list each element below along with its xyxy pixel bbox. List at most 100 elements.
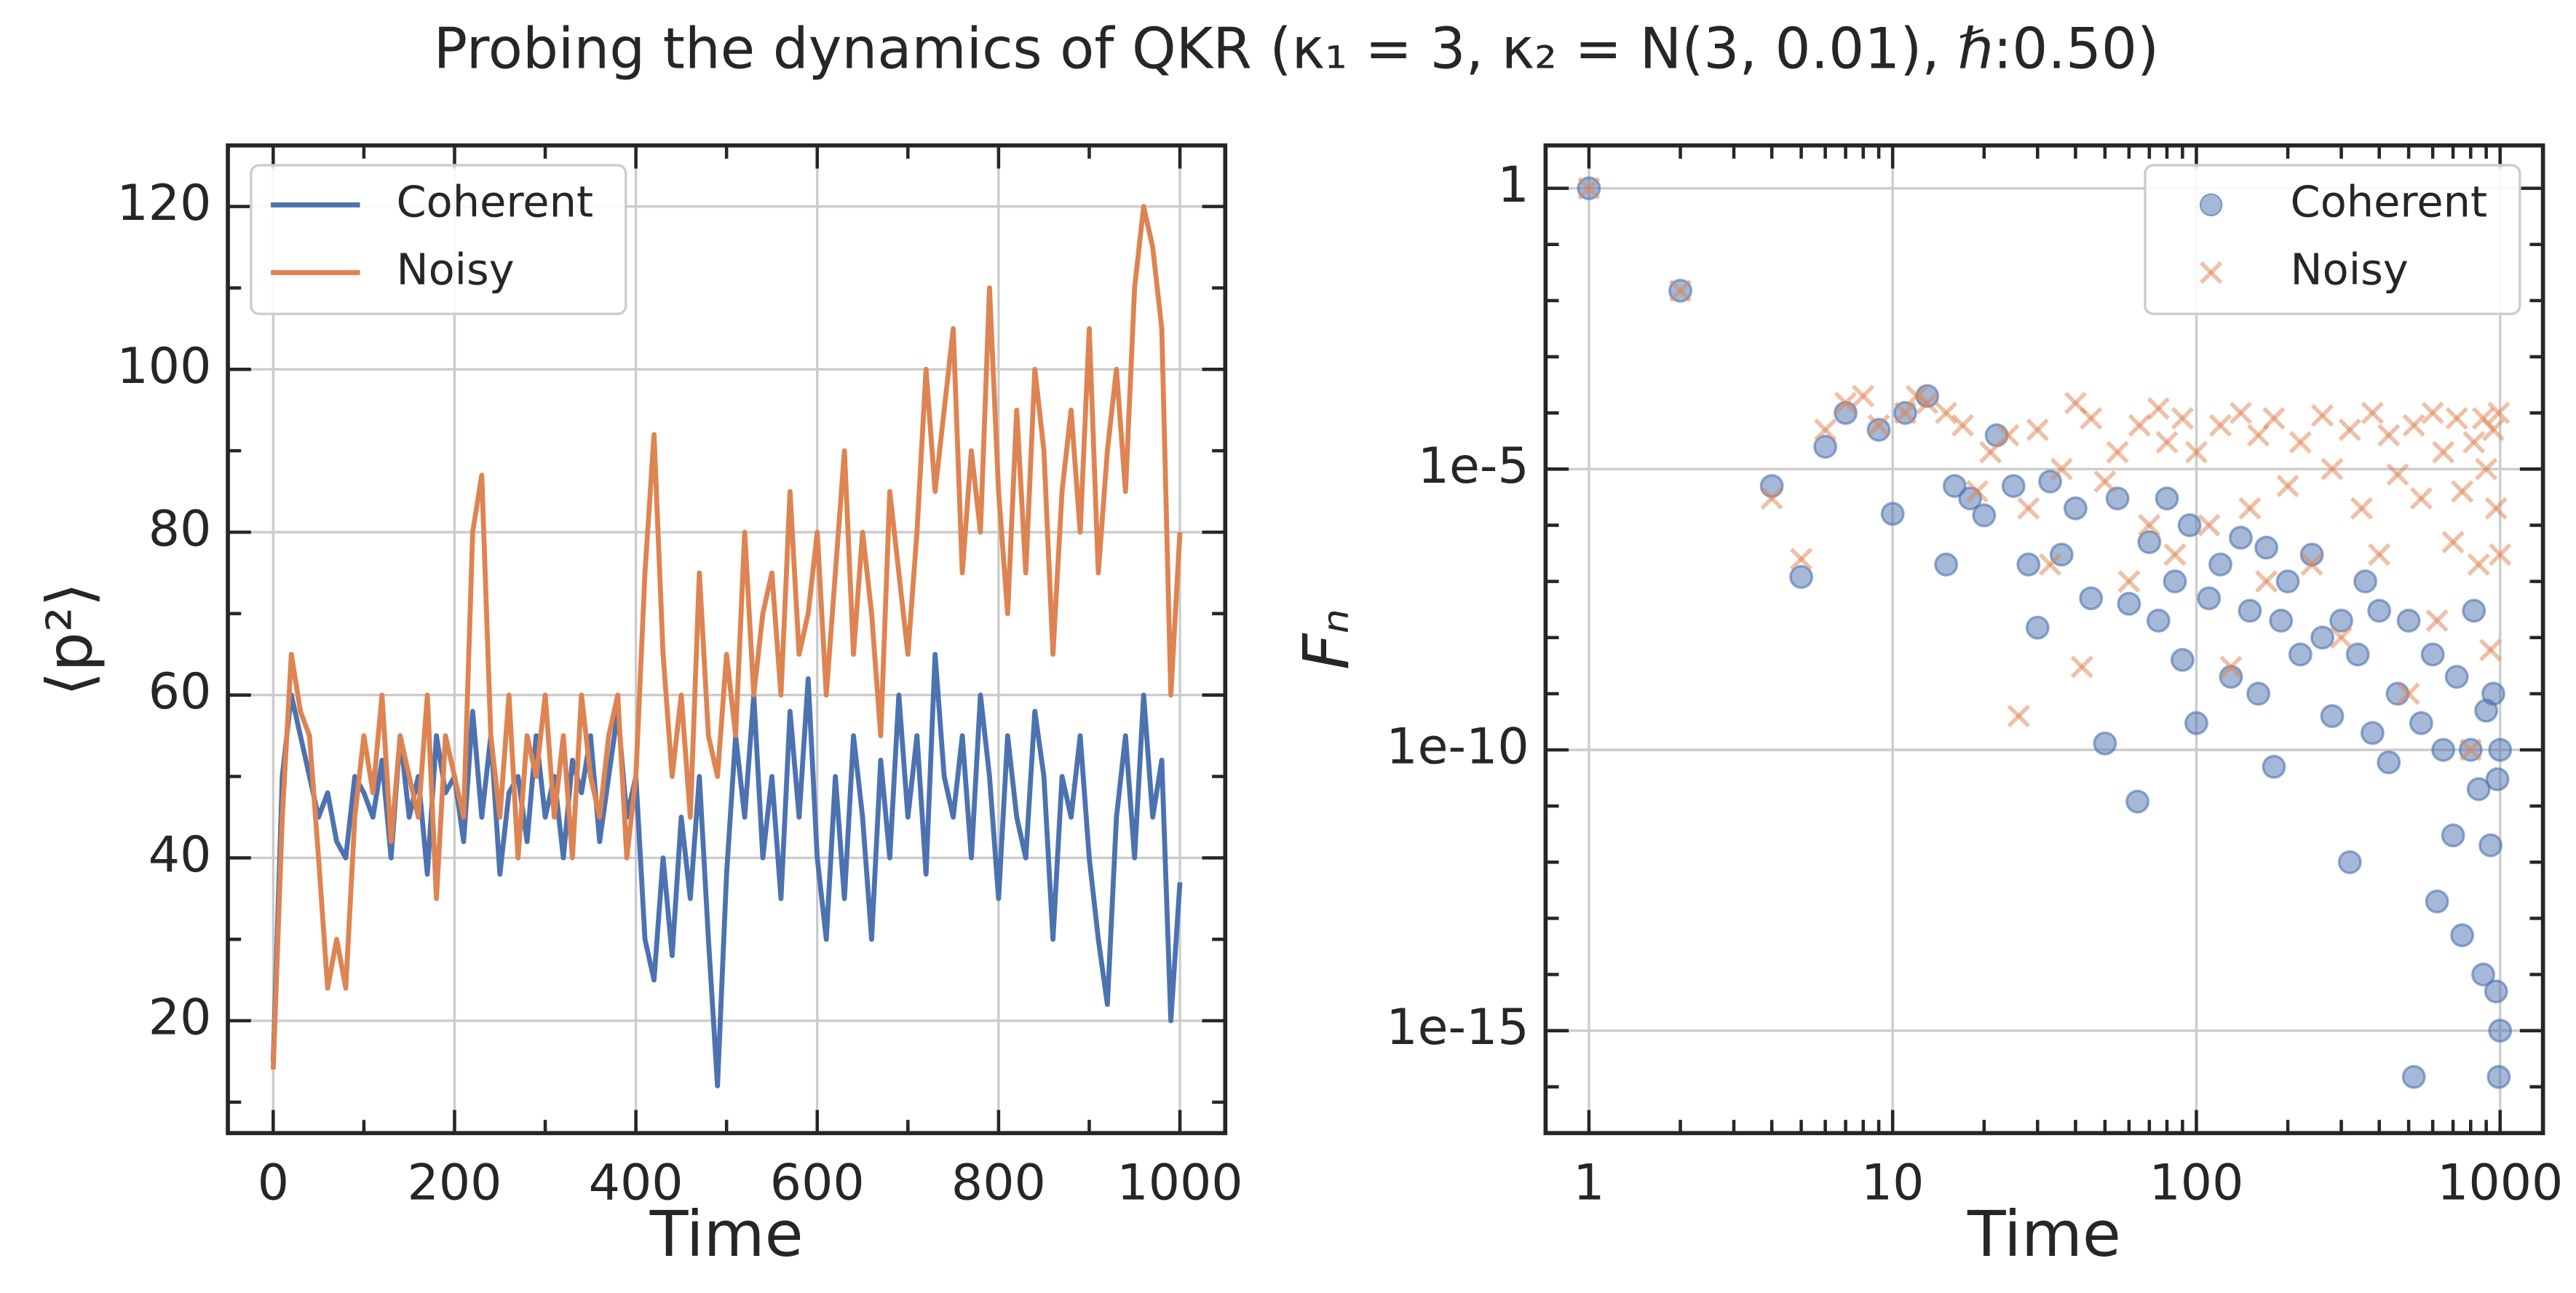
x-marker (2138, 513, 2161, 537)
marker-stroke (1979, 440, 2002, 464)
marker-stroke (2163, 543, 2187, 566)
marker-stroke (2138, 513, 2161, 537)
x-marker (1916, 391, 1939, 415)
point (2254, 535, 2279, 560)
marker-stroke (1916, 391, 1939, 415)
y-tick-label: 1e-5 (1418, 438, 1529, 495)
marker-stroke (2329, 626, 2353, 649)
point (2262, 754, 2286, 779)
marker-stroke (2377, 424, 2401, 447)
x-marker (2350, 497, 2374, 520)
marker-stroke (1951, 414, 1974, 437)
marker-stroke (2321, 457, 2344, 481)
marker-stroke (2462, 430, 2486, 454)
x-tick-label: 10 (1861, 1155, 1925, 1212)
y-axis-label: ⟨p²⟩ (34, 582, 107, 697)
point (2425, 889, 2449, 914)
point (2197, 586, 2222, 611)
x-tick-label: 1 (1573, 1155, 1604, 1212)
x-marker (2377, 424, 2401, 447)
marker-stroke (2238, 497, 2262, 520)
marker-stroke (1997, 424, 2020, 447)
x-marker (2368, 543, 2391, 566)
panel: 1 10 100 1000 1 1e-5 1e-10 1e-15 Time Fₙ Coherent N… (1291, 143, 2563, 1271)
y-tick-label: 100 (116, 338, 211, 395)
marker-stroke (2475, 457, 2498, 481)
marker-stroke (2311, 404, 2334, 427)
point (2450, 923, 2475, 948)
marker-stroke (1867, 414, 1890, 437)
point (2444, 665, 2469, 689)
point (2001, 474, 2026, 498)
x-marker (2080, 407, 2103, 430)
x-tick-label: 800 (951, 1155, 1046, 1212)
x-tick-label: 600 (770, 1155, 865, 1212)
point (2177, 513, 2202, 537)
point (2484, 979, 2508, 1004)
x-tick-label: 400 (589, 1155, 683, 1212)
point (2367, 598, 2392, 623)
point (2105, 486, 2130, 511)
x-axis-label: Time (649, 1198, 804, 1271)
marker-stroke (2007, 704, 2030, 728)
marker-stroke (2093, 470, 2117, 494)
x-marker (2409, 487, 2433, 510)
legend-label: Coherent (396, 177, 593, 227)
x-marker (2462, 430, 2486, 454)
marker-stroke (2481, 418, 2505, 442)
point (2488, 1019, 2513, 1043)
marker-stroke (2155, 430, 2179, 454)
point (2481, 681, 2505, 706)
x-marker (2026, 418, 2049, 442)
x-marker (2238, 497, 2262, 520)
plot-area (270, 204, 1183, 1088)
marker-stroke (2017, 497, 2040, 520)
x-marker (2311, 404, 2334, 427)
x-tick-label: 0 (258, 1155, 289, 1212)
x-marker (2163, 543, 2187, 566)
marker-stroke (1814, 418, 1837, 442)
marker-stroke (2197, 513, 2221, 537)
legend-label: Coherent (2291, 177, 2488, 227)
data-line (270, 652, 1183, 1088)
legend: Coherent Noisy (2144, 164, 2521, 315)
x-marker (2106, 440, 2129, 464)
legend-label: Noisy (396, 245, 514, 295)
x-marker (2070, 655, 2093, 679)
marker-stroke (1965, 480, 1989, 503)
x-marker (1979, 440, 2002, 464)
point (2441, 823, 2465, 847)
point (2431, 738, 2456, 762)
y-axis-label: Fₙ (1291, 609, 1363, 670)
x-marker (2093, 470, 2117, 494)
marker-stroke (2402, 414, 2425, 437)
point (1866, 417, 1891, 442)
marker-stroke (2026, 418, 2049, 442)
marker-stroke (2445, 407, 2468, 430)
point (2146, 609, 2171, 633)
x-marker (2017, 497, 2040, 520)
point (2238, 598, 2262, 623)
point (2246, 681, 2271, 706)
x-marker (1867, 414, 1890, 437)
point (1789, 565, 1814, 589)
marker-stroke (2459, 738, 2482, 762)
x-marker (1852, 384, 1875, 408)
point (2117, 591, 2141, 616)
marker-stroke (2117, 569, 2141, 593)
point (1934, 552, 1959, 577)
point (2396, 609, 2421, 633)
point (2275, 569, 2300, 594)
point (2420, 642, 2445, 667)
x-marker (2441, 531, 2465, 554)
x-marker (2489, 543, 2512, 566)
plot-area (1577, 176, 2513, 1089)
point (2269, 609, 2294, 633)
marker-stroke (2478, 638, 2502, 662)
point (2184, 711, 2208, 735)
point (2208, 552, 2232, 577)
point (2079, 586, 2104, 611)
point (2486, 1064, 2511, 1089)
x-marker (1814, 418, 1837, 442)
x-marker (2478, 638, 2502, 662)
